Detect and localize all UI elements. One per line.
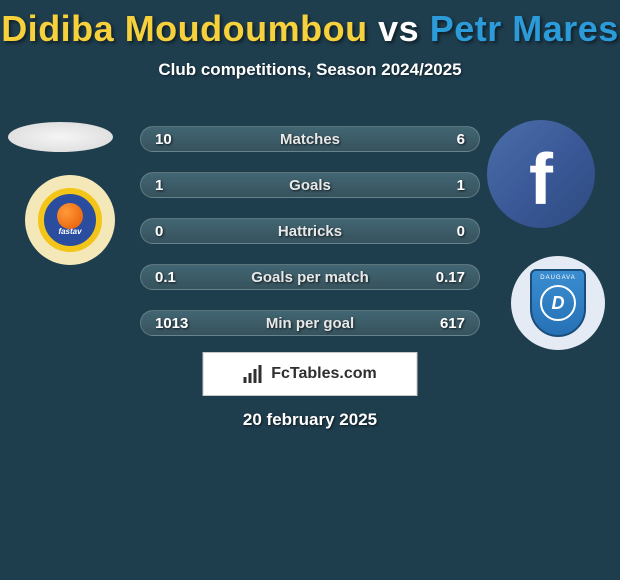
stat-label: Goals per match [251, 269, 369, 286]
stat-label: Hattricks [278, 223, 342, 240]
stat-right-value: 617 [440, 315, 465, 332]
stat-right-value: 1 [457, 177, 465, 194]
player2-avatar: f [487, 120, 595, 228]
stat-row-goals: 1 Goals 1 [140, 172, 480, 198]
chart-icon [243, 365, 265, 383]
date-text: 20 february 2025 [243, 410, 377, 430]
stat-label: Goals [289, 177, 331, 194]
stat-label: Min per goal [266, 315, 354, 332]
facebook-icon: f [529, 139, 553, 221]
stat-row-hattricks: 0 Hattricks 0 [140, 218, 480, 244]
stat-right-value: 6 [457, 131, 465, 148]
stat-right-value: 0 [457, 223, 465, 240]
brand-text: FcTables.com [271, 365, 377, 383]
shield-letter: D [540, 285, 576, 321]
stat-row-matches: 10 Matches 6 [140, 126, 480, 152]
stat-row-mpg: 1013 Min per goal 617 [140, 310, 480, 336]
stat-row-gpm: 0.1 Goals per match 0.17 [140, 264, 480, 290]
player1-avatar [8, 122, 113, 152]
ball-icon [57, 203, 83, 229]
page-title: Didiba Moudoumbou vs Petr Mares [0, 0, 620, 50]
stat-left-value: 1 [155, 177, 163, 194]
crest-left-text: fastav [58, 227, 81, 236]
subtitle: Club competitions, Season 2024/2025 [0, 60, 620, 80]
stat-left-value: 1013 [155, 315, 188, 332]
shield-top-text: DAUGAVA [540, 275, 575, 281]
stat-left-value: 10 [155, 131, 172, 148]
player2-name: Petr Mares [430, 8, 619, 49]
vs-text: vs [378, 8, 419, 49]
stat-left-value: 0 [155, 223, 163, 240]
stats-container: 10 Matches 6 1 Goals 1 0 Hattricks 0 0.1… [140, 126, 480, 356]
stat-label: Matches [280, 131, 340, 148]
player1-club-crest: fastav [25, 175, 115, 265]
player2-club-crest: DAUGAVA D [511, 256, 605, 350]
stat-right-value: 0.17 [436, 269, 465, 286]
stat-left-value: 0.1 [155, 269, 176, 286]
brand-box[interactable]: FcTables.com [203, 352, 418, 396]
player1-name: Didiba Moudoumbou [1, 8, 367, 49]
